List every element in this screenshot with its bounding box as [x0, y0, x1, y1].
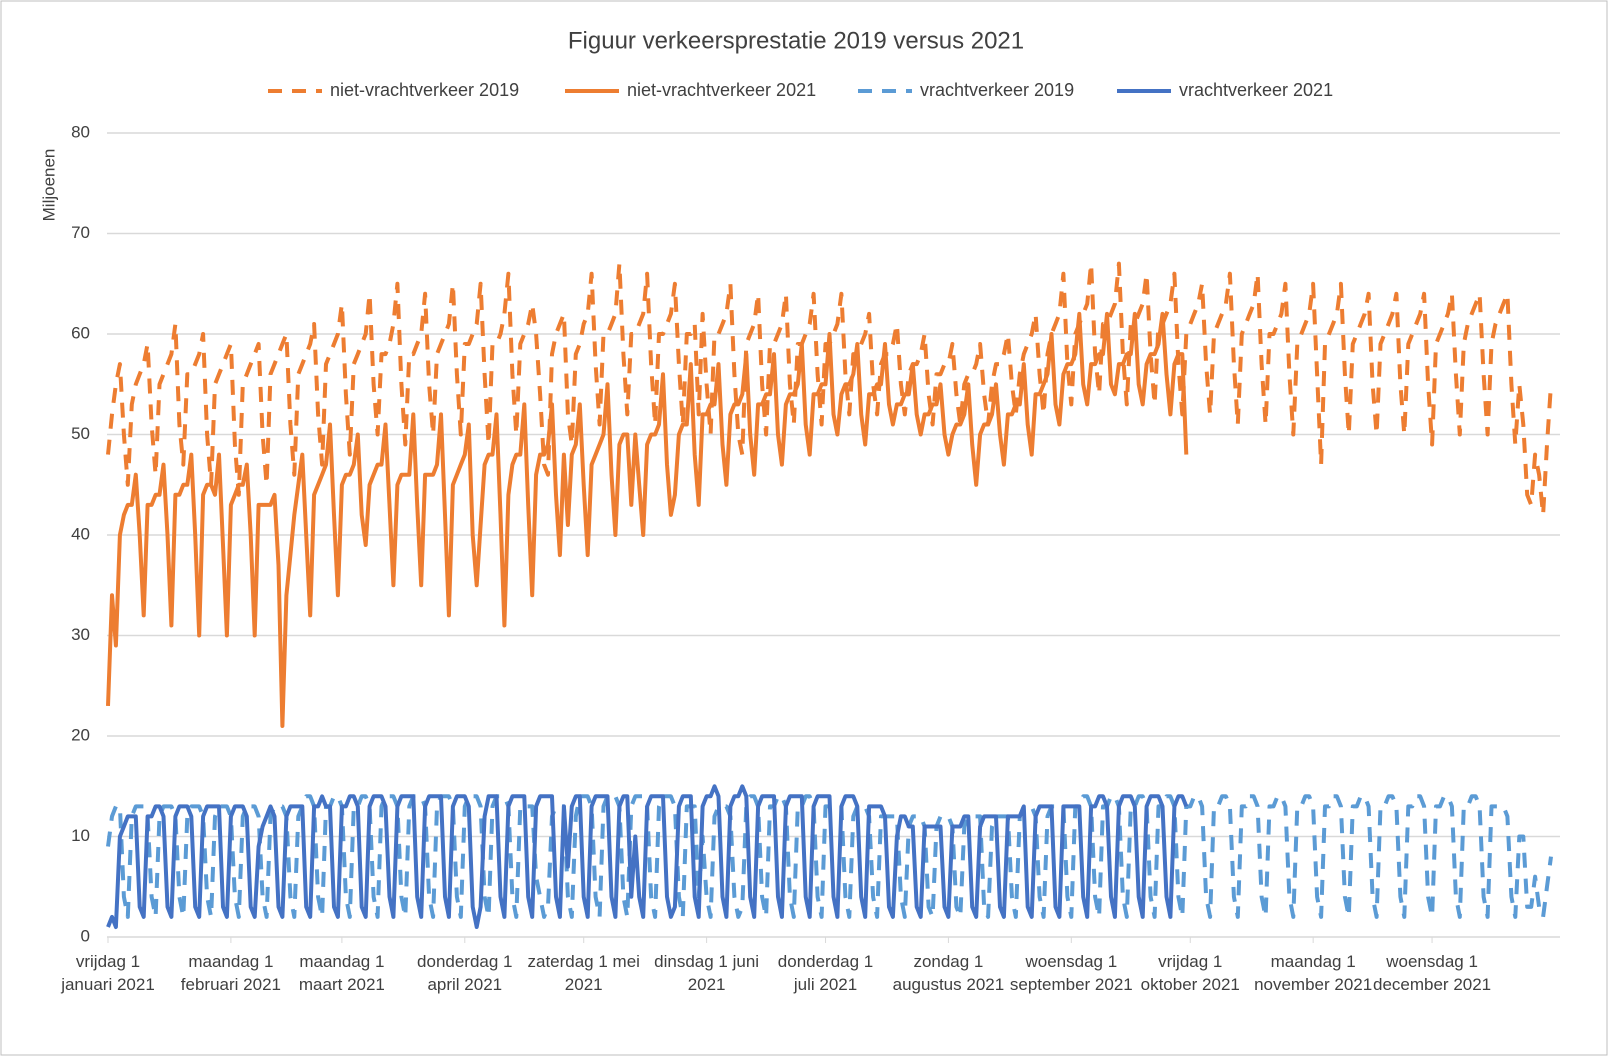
x-tick-label: woensdag 1 december 2021 [1373, 952, 1491, 994]
x-tick-label: donderdag 1 juli 2021 [778, 952, 873, 994]
y-tick-label: 30 [71, 625, 90, 644]
x-tick-label: zaterdag 1 mei 2021 [527, 952, 639, 994]
legend-label: niet-vrachtverkeer 2019 [330, 80, 519, 100]
series-line [106, 784, 1189, 929]
x-tick-label: maandag 1 november 2021 [1254, 952, 1372, 994]
x-tick-label: maandag 1 februari 2021 [181, 952, 281, 994]
legend-label: vrachtverkeer 2019 [920, 80, 1074, 100]
y-axis-label: Miljoenen [39, 149, 58, 222]
y-tick-label: 50 [71, 424, 90, 443]
y-tick-label: 0 [81, 926, 90, 945]
legend-item: vrachtverkeer 2019 [858, 80, 1074, 100]
y-tick-label: 20 [71, 725, 90, 744]
legend-label: vrachtverkeer 2021 [1179, 80, 1333, 100]
x-tick-label: dinsdag 1 juni 2021 [654, 952, 759, 994]
y-tick-label: 80 [71, 122, 90, 141]
y-tick-label: 70 [71, 223, 90, 242]
x-tick-label: vrijdag 1 januari 2021 [60, 952, 155, 994]
y-tick-label: 40 [71, 524, 90, 543]
y-tick-label: 60 [71, 323, 90, 342]
x-tick-label: vrijdag 1 oktober 2021 [1141, 952, 1240, 994]
x-tick-label: woensdag 1 september 2021 [1010, 952, 1133, 994]
legend-item: niet-vrachtverkeer 2019 [268, 80, 519, 100]
series-line [106, 794, 1553, 919]
legend-label: niet-vrachtverkeer 2021 [627, 80, 816, 100]
y-tick-label: 10 [71, 826, 90, 845]
legend-item: niet-vrachtverkeer 2021 [565, 80, 816, 100]
chart-title: Figuur verkeersprestatie 2019 versus 202… [568, 27, 1024, 54]
series-line [106, 311, 1189, 728]
x-tick-label: donderdag 1 april 2021 [417, 952, 512, 994]
x-tick-label: zondag 1 augustus 2021 [893, 952, 1005, 994]
x-tick-label: maandag 1 maart 2021 [299, 952, 385, 994]
legend-item: vrachtverkeer 2021 [1117, 80, 1333, 100]
